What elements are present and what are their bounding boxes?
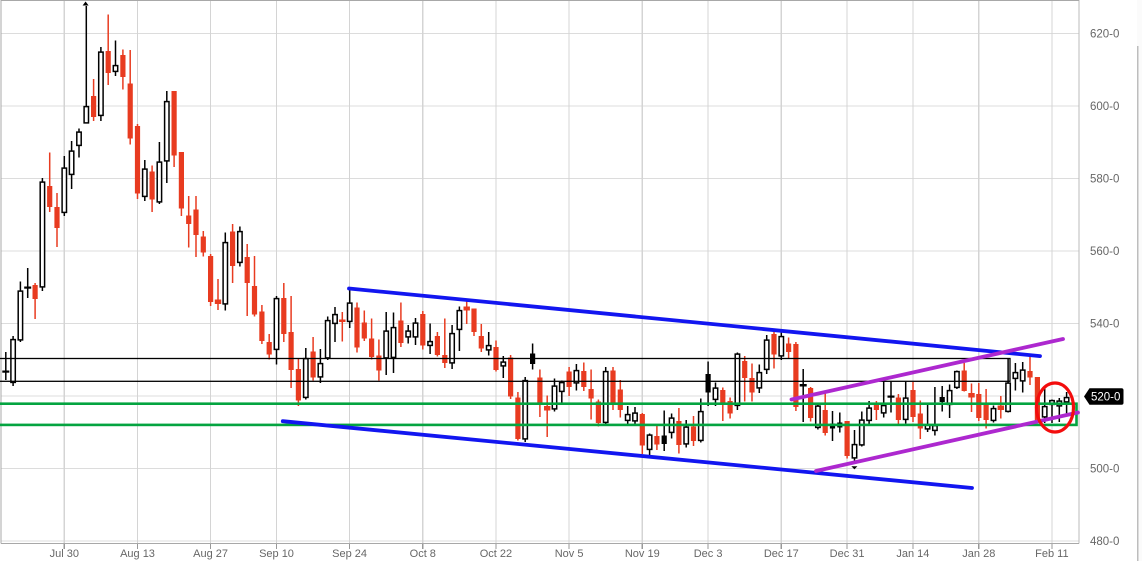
svg-text:580-0: 580-0: [1090, 174, 1119, 186]
svg-text:Feb 11: Feb 11: [1035, 548, 1068, 560]
svg-text:Dec 17: Dec 17: [764, 548, 799, 560]
svg-text:520-0: 520-0: [1091, 392, 1120, 404]
svg-text:Aug 13: Aug 13: [120, 548, 155, 560]
svg-text:Jul 30: Jul 30: [50, 548, 79, 560]
svg-text:620-0: 620-0: [1090, 29, 1119, 41]
svg-text:Jan 14: Jan 14: [896, 548, 929, 560]
svg-text:Nov 5: Nov 5: [555, 548, 584, 560]
svg-text:Oct 8: Oct 8: [410, 548, 436, 560]
svg-text:Nov 19: Nov 19: [625, 548, 660, 560]
svg-text:Dec 31: Dec 31: [830, 548, 865, 560]
svg-text:Jan 28: Jan 28: [962, 548, 995, 560]
svg-text:480-0: 480-0: [1090, 536, 1119, 548]
svg-text:Oct 22: Oct 22: [480, 548, 512, 560]
svg-text:560-0: 560-0: [1090, 246, 1119, 258]
svg-text:Sep 10: Sep 10: [259, 548, 294, 560]
svg-text:600-0: 600-0: [1090, 101, 1119, 113]
svg-text:540-0: 540-0: [1090, 319, 1119, 331]
svg-text:500-0: 500-0: [1090, 464, 1119, 476]
svg-text:Dec 3: Dec 3: [694, 548, 723, 560]
svg-text:Sep 24: Sep 24: [332, 548, 367, 560]
svg-text:Aug 27: Aug 27: [193, 548, 228, 560]
